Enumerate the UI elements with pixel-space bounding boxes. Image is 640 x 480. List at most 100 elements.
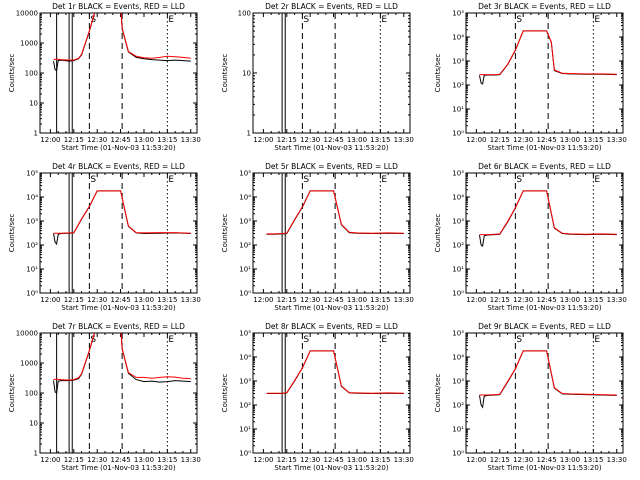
y-tick-label: 10⁵	[239, 170, 251, 178]
x-tick-label: 12:45	[536, 296, 556, 304]
x-tick-label: 12:00	[40, 296, 60, 304]
x-tick-label: 12:00	[466, 136, 486, 144]
x-tick-label: 13:00	[347, 456, 367, 464]
x-tick-label: 13:15	[370, 136, 390, 144]
y-tick-label: 1	[34, 130, 38, 138]
x-axis-label: Start Time (01-Nov-03 11:53:20)	[487, 464, 601, 472]
x-tick-label: 12:30	[513, 456, 533, 464]
chart-title: Det 5r BLACK = Events, RED = LLD	[265, 162, 398, 171]
chart-panel-9: Det 9r BLACK = Events, RED = LLD 10⁰ 10¹ 10…	[434, 322, 627, 472]
y-tick-label: 10⁵	[452, 330, 464, 338]
y-tick-label: 10⁴	[452, 34, 464, 42]
series-line-lld	[479, 190, 617, 236]
x-tick-label: 13:00	[134, 136, 154, 144]
x-tick-label: 13:30	[607, 136, 627, 144]
x-tick-label: 12:30	[87, 456, 107, 464]
plot-frame	[39, 332, 198, 454]
y-tick-label: 10⁵	[452, 170, 464, 178]
chart-panel-7: Det 7r BLACK = Events, RED = LLD 1 10 100 10…	[8, 322, 201, 472]
chart-panel-6: Det 6r BLACK = Events, RED = LLD 10⁰ 10¹ 10…	[434, 162, 627, 312]
chart-title: Det 6r BLACK = Events, RED = LLD	[478, 162, 611, 171]
x-axis-label: Start Time (01-Nov-03 11:53:20)	[274, 464, 388, 472]
x-tick-label: 13:30	[394, 296, 414, 304]
x-tick-label: 12:30	[300, 456, 320, 464]
x-axis-label: Start Time (01-Nov-03 11:53:20)	[61, 464, 175, 472]
plot-frame	[39, 172, 198, 294]
x-tick-label: 12:15	[277, 296, 297, 304]
chart-title: Det 4r BLACK = Events, RED = LLD	[52, 162, 185, 171]
y-axis-label: Counts/sec	[8, 374, 16, 413]
x-tick-label: 13:30	[181, 136, 201, 144]
x-tick-label: 12:00	[466, 456, 486, 464]
plot-frame	[465, 12, 624, 134]
y-tick-label: 10³	[452, 58, 464, 66]
x-tick-label: 12:45	[110, 136, 130, 144]
y-tick-label: 10⁰	[452, 450, 464, 458]
x-tick-label: 12:30	[300, 296, 320, 304]
y-tick-label: 10⁵	[26, 170, 38, 178]
marker-label: E	[381, 335, 387, 345]
x-axis-label: Start Time (01-Nov-03 11:53:20)	[274, 304, 388, 312]
series-line-lld	[479, 30, 617, 76]
y-tick-label: 10⁰	[26, 290, 38, 298]
x-tick-label: 12:15	[64, 456, 84, 464]
y-tick-label: 1000	[20, 360, 38, 368]
x-tick-label: 12:45	[323, 296, 343, 304]
y-axis-label: Counts/sec	[221, 374, 229, 413]
y-tick-label: 1	[247, 130, 251, 138]
y-axis-label: Counts/sec	[8, 54, 16, 93]
plot-frame	[465, 172, 624, 294]
y-axis-label: Counts/sec	[221, 54, 229, 93]
x-tick-label: 13:00	[134, 296, 154, 304]
x-tick-label: 12:45	[110, 296, 130, 304]
y-tick-label: 10²	[452, 402, 464, 410]
y-tick-label: 10²	[239, 402, 251, 410]
x-tick-label: 12:15	[490, 456, 510, 464]
y-tick-label: 10⁰	[239, 290, 251, 298]
marker-label: E	[594, 335, 600, 345]
y-tick-label: 10⁰	[239, 450, 251, 458]
x-tick-label: 12:00	[40, 456, 60, 464]
data-series-group	[266, 190, 404, 235]
y-tick-label: 10¹	[452, 266, 464, 274]
x-tick-label: 13:15	[583, 456, 603, 464]
plot-frame	[252, 332, 411, 454]
marker-label: E	[594, 175, 600, 185]
chart-panel-3: Det 3r BLACK = Events, RED = LLD 10⁰ 10¹ 10…	[434, 2, 627, 152]
x-tick-label: 12:30	[513, 136, 533, 144]
y-tick-label: 10³	[452, 218, 464, 226]
x-tick-label: 13:30	[394, 136, 414, 144]
y-tick-label: 10⁴	[26, 194, 38, 202]
y-tick-label: 1	[34, 450, 38, 458]
plot-frame	[39, 12, 198, 134]
y-tick-label: 10²	[452, 242, 464, 250]
y-tick-label: 10⁴	[239, 194, 251, 202]
x-axis-label: Start Time (01-Nov-03 11:53:20)	[487, 304, 601, 312]
x-tick-label: 12:15	[490, 296, 510, 304]
chart-panel-5: Det 5r BLACK = Events, RED = LLD 10⁰ 10¹ 10…	[221, 162, 414, 312]
y-tick-label: 10³	[239, 378, 251, 386]
y-axis-label: Counts/sec	[221, 214, 229, 253]
chart-title: Det 2r BLACK = Events, RED = LLD	[265, 2, 398, 11]
y-tick-label: 10²	[239, 242, 251, 250]
y-tick-label: 10³	[239, 218, 251, 226]
x-tick-label: 12:15	[277, 136, 297, 144]
x-tick-label: 13:15	[157, 456, 177, 464]
series-line-lld	[53, 333, 191, 381]
x-axis-label: Start Time (01-Nov-03 11:53:20)	[61, 304, 175, 312]
x-axis-label: Start Time (01-Nov-03 11:53:20)	[487, 144, 601, 152]
x-tick-label: 13:00	[134, 456, 154, 464]
plot-frame	[465, 332, 624, 454]
y-tick-label: 10⁵	[239, 330, 251, 338]
y-tick-label: 10⁴	[239, 354, 251, 362]
marker-label: S	[303, 15, 309, 25]
x-tick-label: 13:15	[157, 136, 177, 144]
x-tick-label: 13:15	[370, 296, 390, 304]
chart-panel-4: Det 4r BLACK = Events, RED = LLD 10⁰ 10¹ 10…	[8, 162, 201, 312]
y-tick-label: 10¹	[239, 426, 251, 434]
y-tick-label: 10⁴	[452, 354, 464, 362]
x-tick-label: 12:30	[513, 296, 533, 304]
x-axis-label: Start Time (01-Nov-03 11:53:20)	[274, 144, 388, 152]
marker-label: E	[168, 335, 174, 345]
